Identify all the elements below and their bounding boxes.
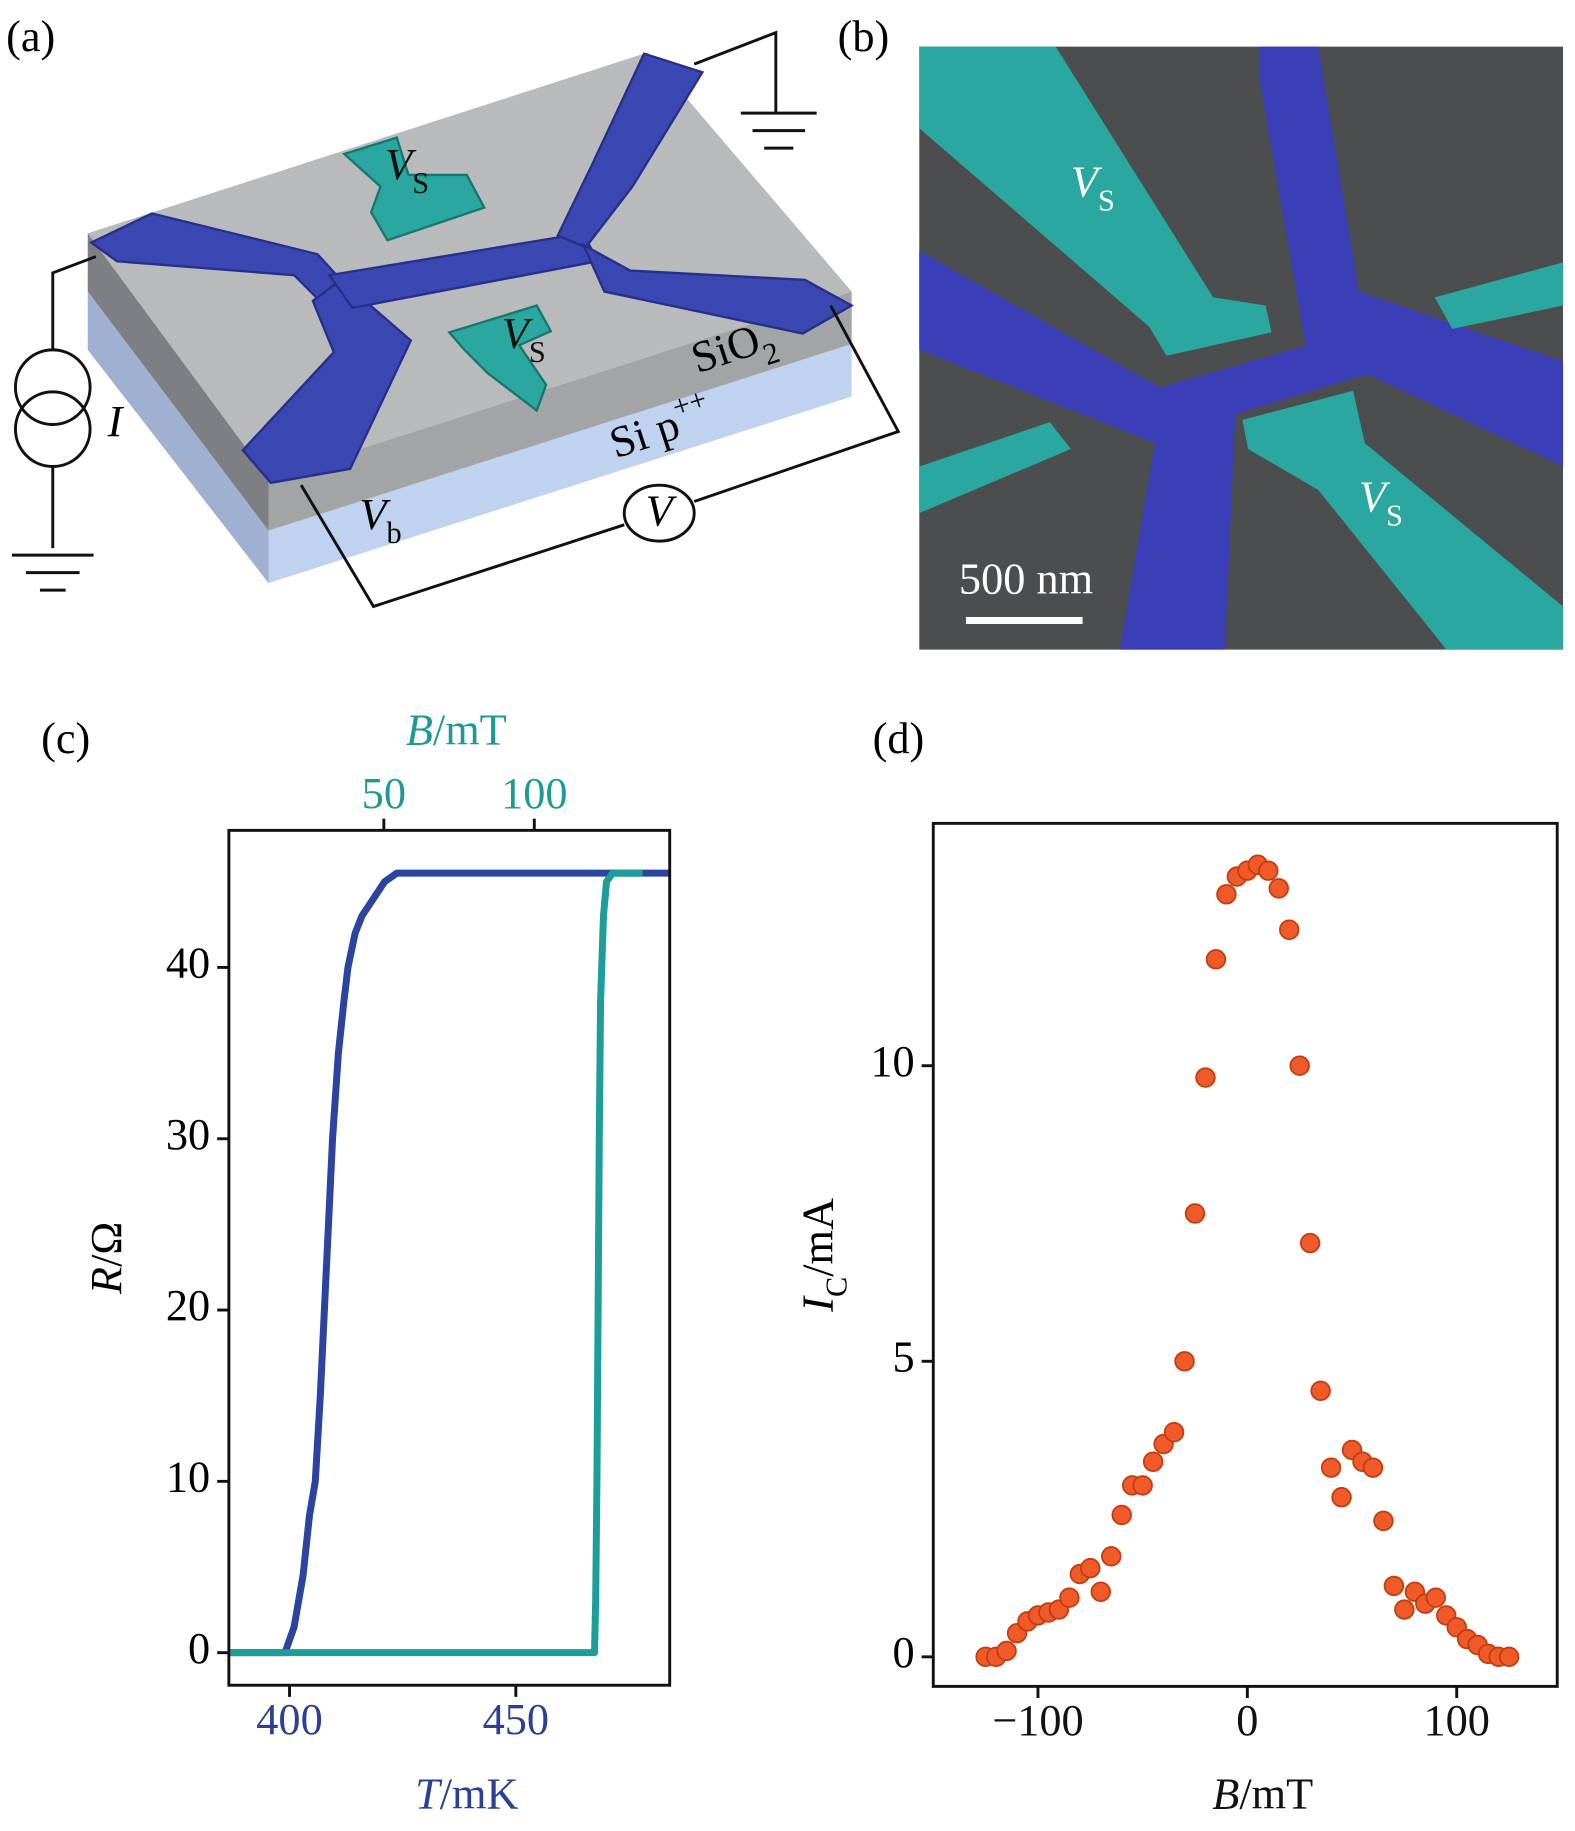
probe-label: VS [1359, 473, 1403, 533]
plot-frame [227, 828, 672, 1687]
x-tick-label: 0 [1236, 1696, 1258, 1745]
y-tick-label: 0 [188, 1624, 210, 1673]
panel-label: (b) [838, 12, 890, 61]
hall-bar [88, 52, 855, 485]
label-main: T [415, 1770, 443, 1819]
x2-tick-label: 50 [362, 769, 406, 818]
slab-side [87, 291, 269, 584]
probe [919, 46, 1564, 650]
electrode [919, 46, 1564, 650]
data-point [1331, 1487, 1352, 1508]
label-main: I [794, 1295, 843, 1313]
data-point [1258, 860, 1279, 881]
label-main: B [406, 706, 433, 755]
label-main: V [1359, 473, 1391, 522]
y-tick-label: 30 [166, 1110, 210, 1159]
label-unit: /mK [440, 1770, 519, 1819]
label-main: B [1212, 1770, 1239, 1819]
x-tick-label: 100 [1423, 1696, 1489, 1745]
label-main: R [82, 1267, 131, 1295]
data-point [1310, 1380, 1331, 1402]
label-unit: /mA [794, 1198, 843, 1277]
label-sub: C [819, 1277, 853, 1297]
label-unit: /Ω [82, 1222, 131, 1267]
panel-label: (d) [873, 714, 925, 763]
x-tick-label: 400 [256, 1695, 322, 1744]
current-label: I [107, 397, 125, 446]
axis-label: R/Ω [82, 1222, 131, 1295]
label-main: V [359, 490, 391, 539]
voltage-probe [342, 136, 553, 413]
x2-tick-label: 100 [501, 769, 567, 818]
label-unit: /mT [1239, 1770, 1313, 1819]
label-sub: S [529, 335, 546, 369]
sio2-layer [268, 291, 852, 531]
y-tick-label: 20 [166, 1281, 210, 1330]
voltmeter-label: V [646, 487, 678, 536]
data-point [1362, 1457, 1384, 1478]
data-point [1111, 1504, 1132, 1526]
scale-label: 500 nm [959, 554, 1093, 603]
data-point [1425, 1587, 1446, 1608]
y-tick-label: 10 [166, 1453, 210, 1502]
label-unit: /mT [433, 706, 507, 755]
label-main: V [502, 309, 534, 358]
data-point [996, 1640, 1017, 1662]
y-tick-label: 0 [892, 1628, 914, 1677]
wiring [11, 30, 901, 609]
label-main: V [385, 140, 417, 189]
x-tick-label: −100 [992, 1696, 1083, 1745]
axis-label: B/mT [1212, 1770, 1313, 1819]
data-point [1174, 1351, 1195, 1372]
data-point [1394, 1599, 1415, 1620]
data-point [1205, 949, 1227, 970]
data-point [1268, 878, 1289, 899]
voltage-label: Vb [359, 490, 401, 550]
probe-label: VS [1071, 158, 1115, 218]
label-sub: b [387, 516, 402, 550]
label-main: V [1071, 158, 1103, 207]
data-point [1080, 1557, 1101, 1579]
plot-frame [931, 821, 1559, 1688]
data-point [1132, 1475, 1153, 1496]
device-diagram [11, 30, 901, 609]
y-tick-label: 10 [870, 1037, 914, 1086]
data-point [1163, 1422, 1185, 1443]
label-sub: S [412, 166, 429, 200]
data-point [1373, 1510, 1394, 1532]
axis-label: T/mK [415, 1770, 518, 1819]
data-line [228, 869, 670, 1657]
data-point [1216, 884, 1237, 905]
micrograph [919, 46, 1564, 650]
label-sub: S [1098, 184, 1115, 218]
data-point [1184, 1203, 1206, 1224]
probe-label: VS [385, 140, 429, 200]
data-point [1383, 1575, 1405, 1597]
data-point [1101, 1546, 1122, 1567]
data-point [1142, 1451, 1164, 1472]
si-layer [268, 344, 852, 584]
slab-side [87, 233, 269, 531]
y-tick-label: 5 [892, 1332, 914, 1381]
label-sub: S [1386, 498, 1403, 532]
data-point [1059, 1587, 1080, 1608]
data-line [228, 869, 643, 1657]
probe-label: VS [502, 309, 546, 369]
data-point [1090, 1581, 1111, 1603]
data-point [1195, 1067, 1216, 1088]
data-point [1498, 1646, 1520, 1668]
panel-label: (c) [41, 714, 90, 763]
data-point [1299, 1232, 1321, 1254]
data-point [1289, 1055, 1310, 1076]
axis-label: IC/mA [794, 1198, 854, 1313]
panel-label: (a) [6, 12, 55, 61]
y-tick-label: 40 [166, 939, 210, 988]
data-point [1320, 1457, 1342, 1478]
x-tick-label: 450 [483, 1695, 549, 1744]
axis-label: B/mT [406, 706, 507, 755]
data-point [1279, 919, 1300, 940]
